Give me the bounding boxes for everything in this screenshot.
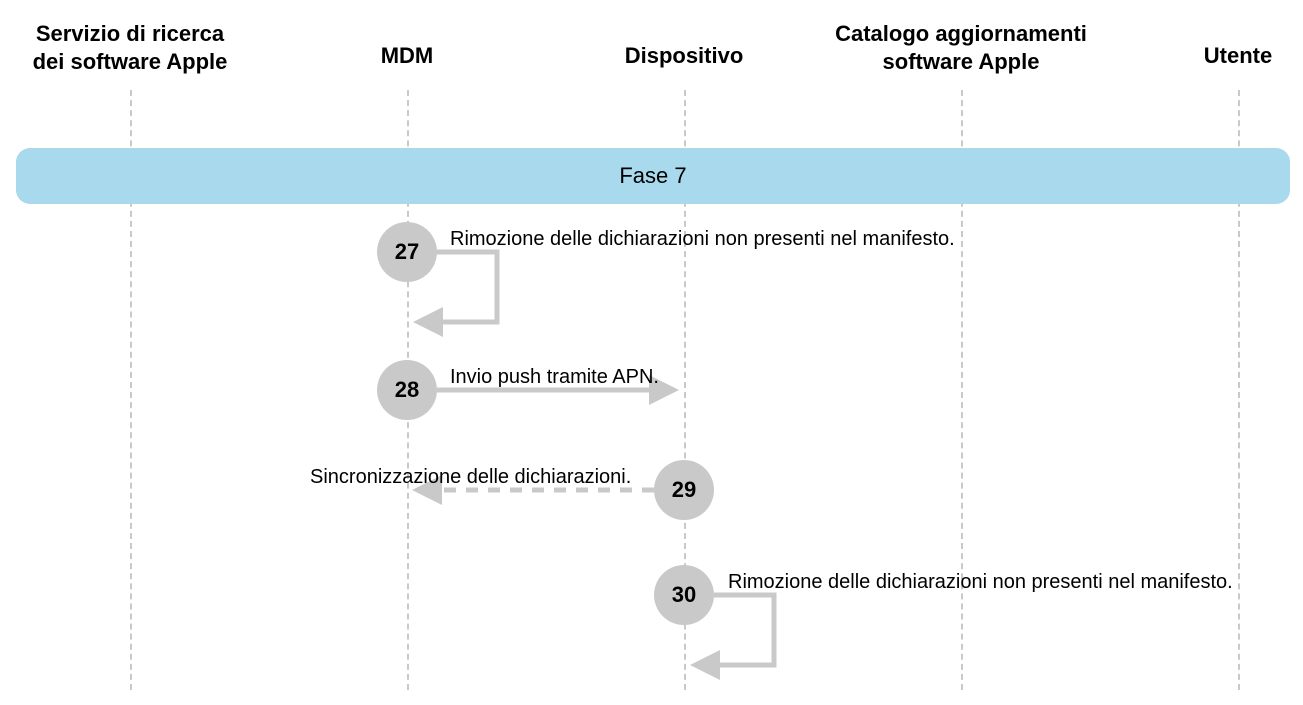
col-header-user: Utente xyxy=(1188,42,1288,70)
step-29-circle: 29 xyxy=(654,460,714,520)
step-30-label: Rimozione delle dichiarazioni non presen… xyxy=(728,571,1233,594)
step-29-label: Sincronizzazione delle dichiarazioni. xyxy=(310,466,631,489)
col-header-mdm: MDM xyxy=(357,42,457,70)
step-27-circle: 27 xyxy=(377,222,437,282)
phase-bar: Fase 7 xyxy=(16,148,1290,204)
col-header-device: Dispositivo xyxy=(614,42,754,70)
col-header-apple-lookup: Servizio di ricercadei software Apple xyxy=(15,20,245,75)
step-28-label: Invio push tramite APN. xyxy=(450,366,659,389)
step-30-circle: 30 xyxy=(654,565,714,625)
step-27-label: Rimozione delle dichiarazioni non presen… xyxy=(450,228,955,251)
arrows-layer xyxy=(0,0,1303,705)
step-28-circle: 28 xyxy=(377,360,437,420)
col-header-apple-catalog: Catalogo aggiornamentisoftware Apple xyxy=(806,20,1116,75)
sequence-diagram: Servizio di ricercadei software Apple MD… xyxy=(0,0,1303,705)
